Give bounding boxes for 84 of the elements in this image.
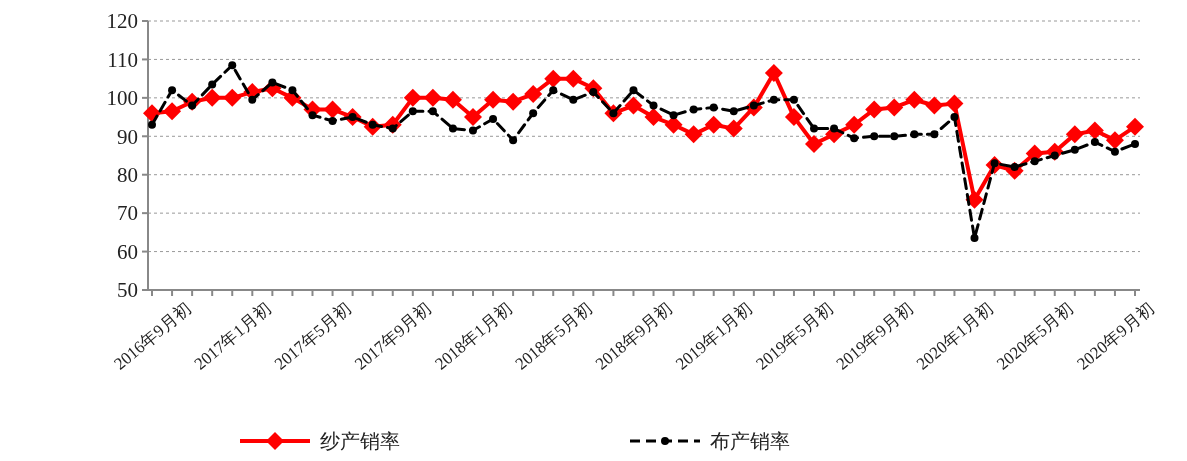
point xyxy=(448,124,457,133)
point xyxy=(549,86,558,95)
point xyxy=(950,113,959,122)
point xyxy=(905,90,924,109)
point xyxy=(805,134,824,153)
point xyxy=(1030,157,1039,166)
point xyxy=(468,126,477,135)
point xyxy=(268,78,277,87)
point xyxy=(223,88,242,107)
point xyxy=(1131,139,1139,148)
point xyxy=(529,109,538,118)
point xyxy=(504,92,523,111)
point xyxy=(524,85,543,104)
point xyxy=(629,86,638,95)
point xyxy=(644,108,663,127)
point xyxy=(463,108,482,127)
point xyxy=(965,190,984,209)
point xyxy=(163,102,182,121)
point xyxy=(228,61,237,70)
point xyxy=(489,114,498,123)
point xyxy=(509,136,518,145)
point xyxy=(669,111,678,120)
point xyxy=(428,107,437,116)
legend-label: 布产销率 xyxy=(710,429,790,453)
point xyxy=(885,98,904,117)
point xyxy=(484,90,503,109)
legend-label: 纱产销率 xyxy=(320,429,400,453)
y-tick-label: 110 xyxy=(107,47,138,72)
point xyxy=(1090,138,1099,147)
point xyxy=(403,88,422,107)
point xyxy=(709,103,718,112)
y-tick-label: 90 xyxy=(117,124,138,149)
point xyxy=(769,95,778,104)
point xyxy=(789,95,798,104)
y-tick-label: 70 xyxy=(117,201,138,226)
point xyxy=(564,69,583,88)
point xyxy=(649,101,658,110)
y-tick-label: 120 xyxy=(106,9,138,34)
point xyxy=(203,88,222,107)
point xyxy=(845,115,864,134)
point xyxy=(1085,121,1104,140)
point xyxy=(970,234,979,243)
point xyxy=(764,63,783,82)
point xyxy=(925,96,944,115)
point xyxy=(1105,131,1124,150)
point xyxy=(910,130,919,139)
point xyxy=(850,134,859,143)
point xyxy=(830,124,839,133)
point xyxy=(569,95,578,104)
point xyxy=(423,88,442,107)
point xyxy=(408,107,417,116)
point xyxy=(443,90,462,109)
y-tick-label: 60 xyxy=(117,239,138,264)
point xyxy=(945,94,964,113)
point xyxy=(1110,147,1119,156)
point xyxy=(704,115,723,134)
point xyxy=(1065,125,1084,144)
point xyxy=(308,111,317,120)
point xyxy=(810,124,819,133)
point xyxy=(208,80,217,89)
point xyxy=(865,100,884,119)
point xyxy=(624,96,643,115)
point xyxy=(148,120,156,129)
point xyxy=(1126,117,1144,136)
y-tick-label: 100 xyxy=(106,86,138,111)
point xyxy=(689,105,698,114)
x-tick-label: 2018年1月初 xyxy=(431,299,516,374)
point xyxy=(248,95,257,104)
y-tick-label: 80 xyxy=(117,163,138,188)
point xyxy=(544,69,563,88)
point xyxy=(870,132,879,141)
point xyxy=(328,116,337,125)
point xyxy=(724,119,743,138)
point xyxy=(143,104,161,123)
point xyxy=(168,86,177,95)
point xyxy=(1070,145,1079,154)
point xyxy=(288,86,297,95)
point xyxy=(784,108,803,127)
y-tick-label: 50 xyxy=(117,278,138,303)
point xyxy=(323,100,342,119)
point xyxy=(930,130,939,139)
point xyxy=(729,107,738,116)
point xyxy=(684,125,703,144)
point xyxy=(890,132,899,141)
